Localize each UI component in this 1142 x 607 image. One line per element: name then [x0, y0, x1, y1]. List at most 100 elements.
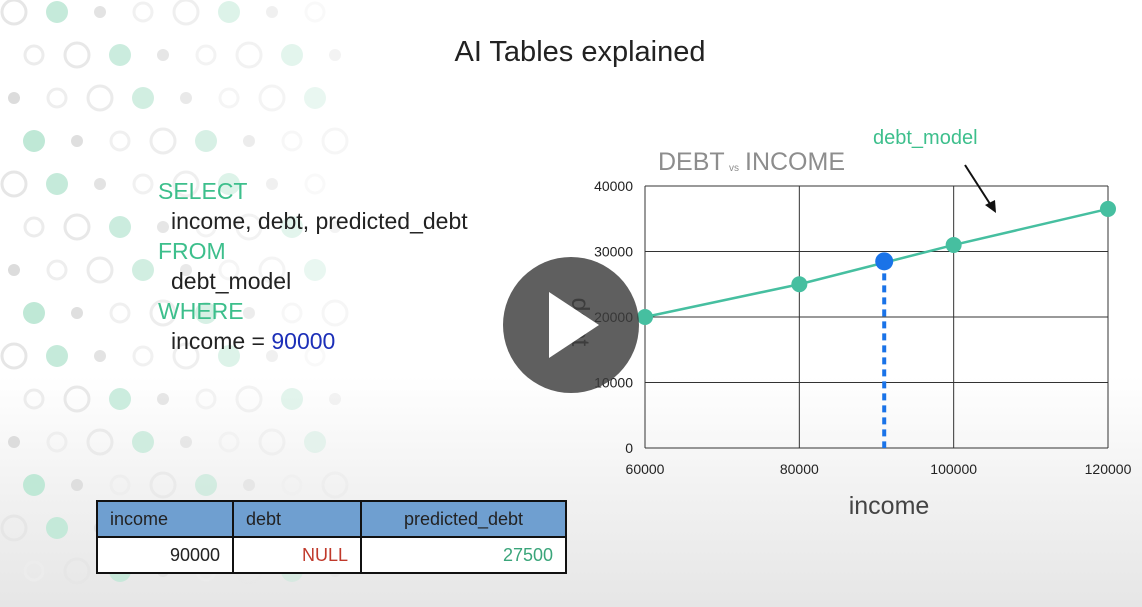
- bg-dot: [132, 173, 154, 195]
- bg-dot: [281, 44, 303, 66]
- bg-dot: [63, 385, 91, 413]
- bg-dot: [109, 388, 131, 410]
- bg-dot: [180, 436, 192, 448]
- bg-dot: [46, 173, 68, 195]
- bg-dot: [218, 173, 240, 195]
- bg-dot: [321, 471, 349, 499]
- header-income: income: [96, 500, 234, 538]
- sql-where-value: 90000: [271, 328, 336, 354]
- y-tick-label: 30000: [594, 244, 633, 260]
- sql-from-keyword: FROM: [158, 238, 226, 264]
- bg-dot: [218, 431, 240, 453]
- slide-title: AI Tables explained: [454, 36, 706, 68]
- bg-dot: [218, 1, 240, 23]
- bg-dot: [46, 259, 68, 281]
- bg-dot: [235, 213, 263, 241]
- bg-dot: [195, 302, 217, 324]
- bg-dot: [329, 221, 341, 233]
- bg-dot: [258, 84, 286, 112]
- bg-dot: [258, 256, 286, 284]
- cell-debt: NULL: [232, 536, 362, 574]
- bg-dot: [281, 474, 303, 496]
- data-point: [1100, 200, 1116, 217]
- bg-dot: [172, 342, 200, 370]
- bg-dot: [304, 345, 326, 367]
- bg-dot: [149, 127, 177, 155]
- play-icon: [549, 292, 599, 358]
- bg-dot: [172, 0, 200, 26]
- bg-dot: [149, 471, 177, 499]
- data-point: [945, 236, 962, 253]
- bg-dot: [94, 6, 106, 18]
- bg-dot: [46, 1, 68, 23]
- sql-where-keyword: WHERE: [158, 298, 244, 324]
- bg-dot: [218, 345, 240, 367]
- bg-dot: [132, 87, 154, 109]
- bg-dot: [157, 49, 169, 61]
- bg-dot: [235, 385, 263, 413]
- sql-query: SELECT income, debt, predicted_debt FROM…: [158, 176, 468, 356]
- x-tick-label: 80000: [780, 461, 819, 477]
- bg-dot: [109, 474, 131, 496]
- bg-dot: [243, 135, 255, 147]
- bg-dot: [23, 130, 45, 152]
- bg-dot: [218, 87, 240, 109]
- bg-dot: [157, 221, 169, 233]
- bg-dot: [235, 41, 263, 69]
- bg-dot: [195, 44, 217, 66]
- sql-select-columns: income, debt, predicted_debt: [171, 208, 468, 234]
- sql-from-table: debt_model: [171, 268, 292, 294]
- bg-dot: [109, 302, 131, 324]
- header-predicted-debt: predicted_debt: [360, 500, 567, 538]
- bg-dot: [266, 350, 278, 362]
- bg-dot: [0, 514, 28, 542]
- bg-dot: [281, 130, 303, 152]
- bg-dot: [157, 393, 169, 405]
- y-tick-label: 40000: [594, 178, 633, 194]
- bg-dot: [63, 41, 91, 69]
- bg-dot: [172, 170, 200, 198]
- bg-dot: [321, 127, 349, 155]
- bg-dot: [266, 6, 278, 18]
- data-point: [791, 276, 808, 293]
- bg-dot: [46, 345, 68, 367]
- bg-dot: [195, 388, 217, 410]
- bg-dot: [94, 350, 106, 362]
- y-tick-label: 0: [625, 440, 633, 456]
- cell-income: 90000: [96, 536, 234, 574]
- sql-where-clause: income = 90000: [158, 326, 468, 356]
- bg-dot: [281, 216, 303, 238]
- data-point: [637, 309, 653, 325]
- bg-dot: [0, 170, 28, 198]
- bg-dot: [243, 307, 255, 319]
- x-axis-label: income: [849, 492, 930, 520]
- bg-dot: [86, 428, 114, 456]
- bg-dot: [63, 213, 91, 241]
- bg-dot: [258, 428, 286, 456]
- series-label-arrow: [964, 164, 996, 213]
- bg-dot: [195, 130, 217, 152]
- bg-dot: [23, 302, 45, 324]
- play-button[interactable]: [503, 257, 639, 393]
- bg-dot: [86, 256, 114, 284]
- bg-dot: [109, 216, 131, 238]
- bg-dot: [46, 431, 68, 453]
- bg-dot: [132, 1, 154, 23]
- chart-series: [637, 200, 1116, 448]
- bg-dot: [23, 216, 45, 238]
- bg-dot: [86, 84, 114, 112]
- bg-dot: [132, 259, 154, 281]
- x-tick-label: 120000: [1085, 461, 1132, 477]
- bg-dot: [23, 560, 45, 582]
- bg-dot: [180, 92, 192, 104]
- bg-dot: [281, 388, 303, 410]
- bg-dot: [63, 557, 91, 585]
- bg-dot: [8, 436, 20, 448]
- bg-dot: [132, 431, 154, 453]
- bg-dot: [321, 299, 349, 327]
- bg-dot: [132, 345, 154, 367]
- bg-dot: [109, 44, 131, 66]
- x-tick-label: 60000: [626, 461, 665, 477]
- chart-title-mid: vs: [729, 163, 739, 174]
- bg-dot: [180, 264, 192, 276]
